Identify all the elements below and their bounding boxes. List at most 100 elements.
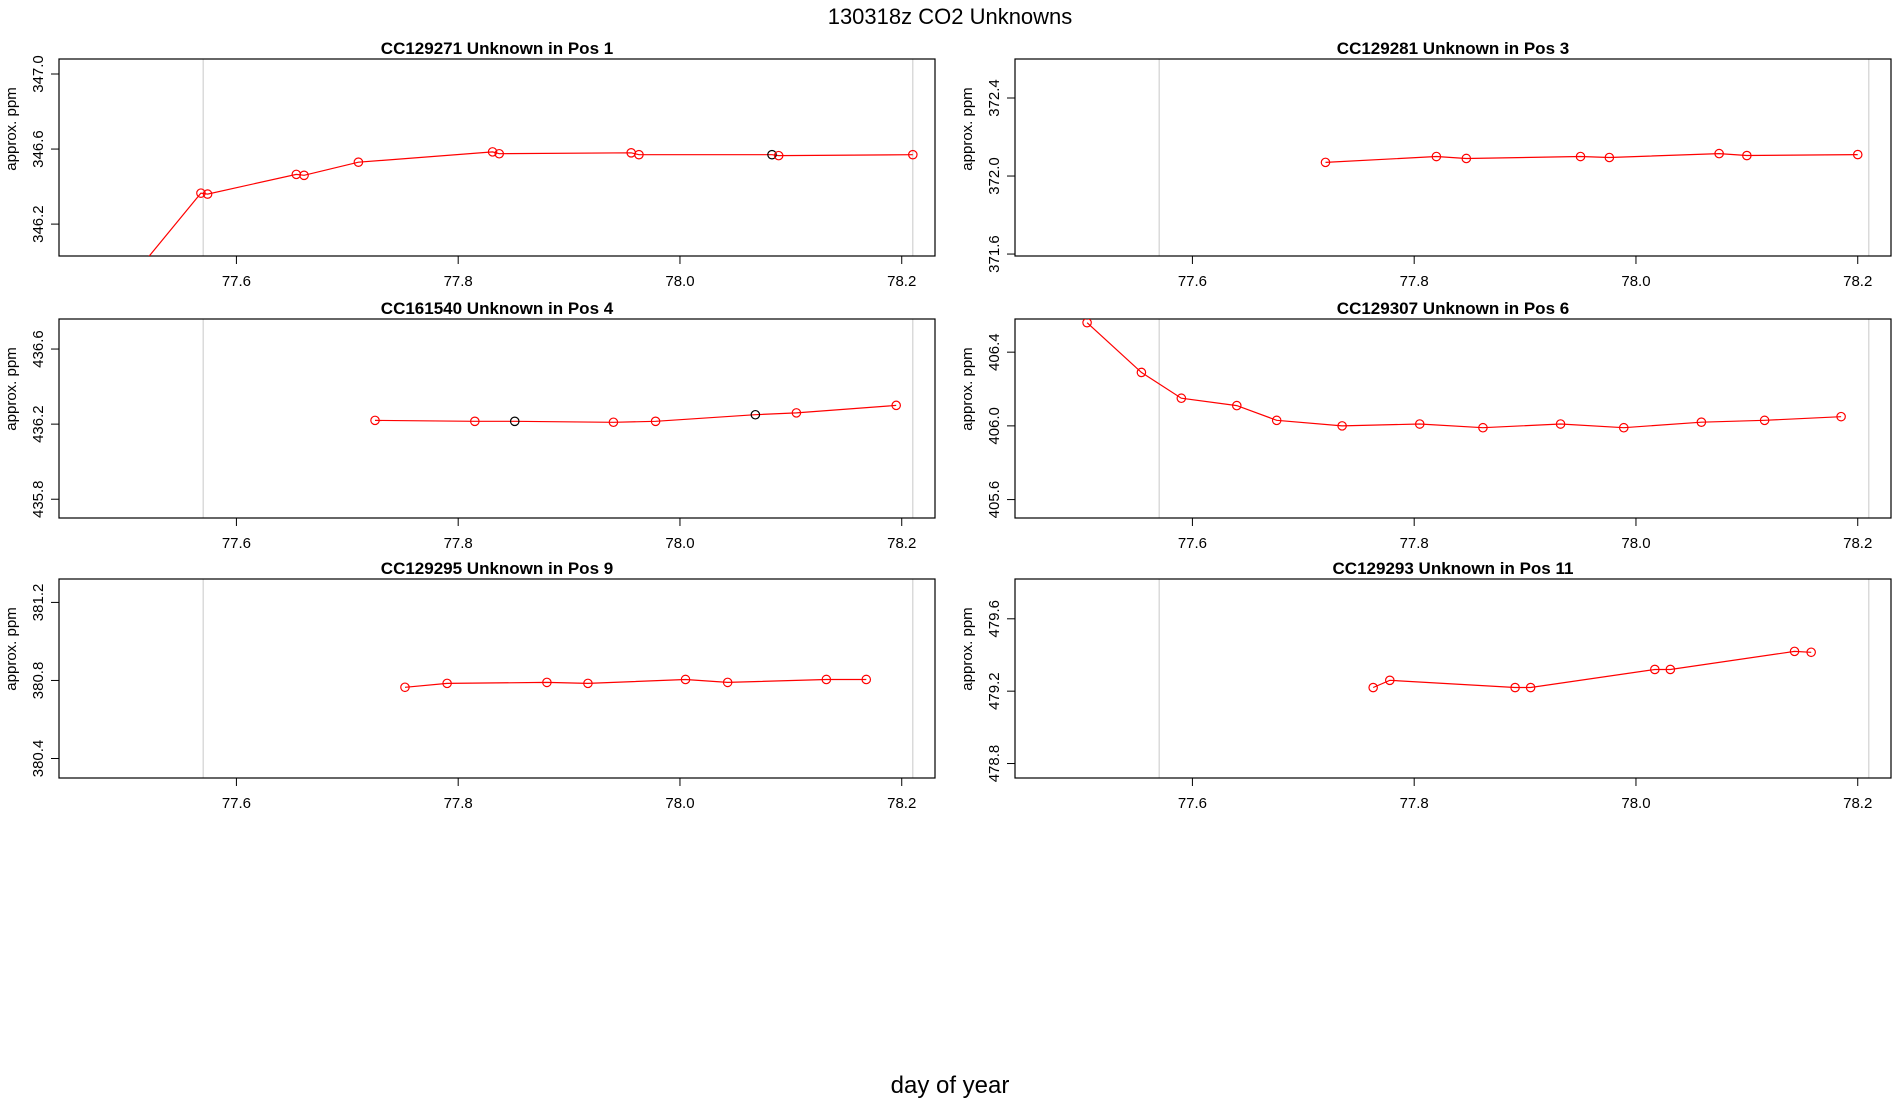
data-point (353, 157, 364, 167)
data-point (1510, 682, 1520, 693)
x-tick-label: 78.0 (665, 535, 694, 552)
data-point (1742, 150, 1752, 161)
panel-title: CC129293 Unknown in Pos 11 (1333, 559, 1574, 578)
data-point (680, 674, 691, 685)
data-point (821, 674, 832, 685)
data-point (583, 678, 593, 689)
data-point (1714, 148, 1724, 159)
y-tick-label: 436.2 (30, 405, 47, 443)
data-point (487, 147, 498, 157)
x-tick-label: 78.2 (887, 795, 916, 812)
plot-frame (58, 58, 936, 257)
panel-6: CC129293 Unknown in Pos 11 77.6 77.8 78.0 78… (959, 559, 1892, 812)
y-axis-label: approx. ppm (959, 87, 976, 170)
x-tick-label: 78.2 (887, 535, 916, 552)
data-point (1320, 157, 1331, 168)
series-line (1086, 322, 1842, 429)
y-tick-label: 478.8 (986, 745, 1003, 783)
y-tick-label: 372.0 (986, 157, 1003, 195)
y-tick-label: 346.6 (30, 130, 47, 168)
data-point (370, 415, 380, 426)
data-point (1176, 393, 1187, 404)
data-point (202, 189, 213, 199)
data-point (908, 149, 918, 160)
plot-frame (1014, 318, 1892, 519)
data-point-highlight (509, 416, 520, 427)
x-tick-label: 77.6 (222, 273, 251, 290)
x-tick-label: 78.2 (1843, 535, 1872, 552)
panel-title: CC129281 Unknown in Pos 3 (1337, 39, 1569, 58)
plot-frame (1014, 58, 1892, 257)
y-tick-label: 406.4 (986, 333, 1003, 371)
x-tick-label: 78.2 (887, 273, 916, 290)
x-tick-label: 77.6 (1178, 535, 1207, 552)
x-tick-label: 78.0 (665, 273, 694, 290)
data-point (1618, 422, 1629, 433)
data-point (608, 417, 619, 428)
plot-frame (58, 578, 936, 779)
y-tick-label: 380.4 (30, 740, 47, 778)
y-tick-label: 406.0 (986, 407, 1003, 445)
x-tick-label: 77.6 (222, 535, 251, 552)
data-point (1696, 417, 1707, 427)
panel-1: CC129271 Unknown in Pos 1 77.6 77.8 78.0 78.… (3, 39, 936, 290)
data-point (470, 416, 480, 427)
data-point (773, 150, 784, 161)
x-tick-label: 78.2 (1843, 795, 1872, 812)
data-point (1575, 151, 1586, 162)
series-line (374, 404, 897, 423)
data-point (1461, 153, 1472, 164)
panel-title: CC129295 Unknown in Pos 9 (381, 559, 613, 578)
data-point (1478, 422, 1488, 433)
data-point (1136, 367, 1147, 378)
x-tick-label: 77.8 (444, 535, 473, 552)
x-tick-label: 77.8 (1400, 535, 1429, 552)
y-tick-label: 479.2 (986, 672, 1003, 710)
x-tick-label: 78.2 (1843, 273, 1872, 290)
data-point (494, 148, 505, 159)
x-tick-label: 77.6 (1178, 273, 1207, 290)
data-point (1650, 664, 1660, 675)
data-point (542, 677, 552, 688)
y-axis-label: approx. ppm (959, 607, 976, 690)
x-tick-label: 78.0 (1621, 273, 1650, 290)
series-line (404, 678, 867, 688)
data-point (1082, 319, 1092, 328)
data-point (442, 678, 452, 689)
panel-title: CC129307 Unknown in Pos 6 (1337, 299, 1569, 318)
y-tick-label: 405.6 (986, 481, 1003, 519)
y-tick-label: 371.6 (986, 235, 1003, 273)
panel-title: CC161540 Unknown in Pos 4 (381, 299, 614, 318)
x-tick-label: 77.8 (444, 273, 473, 290)
data-point (861, 674, 872, 685)
data-point (299, 170, 309, 181)
x-tick-label: 77.6 (222, 795, 251, 812)
x-tick-label: 77.8 (444, 795, 473, 812)
y-axis-label: approx. ppm (3, 607, 20, 690)
data-point (891, 400, 901, 411)
series-line (1372, 650, 1812, 689)
data-point (1555, 419, 1566, 429)
y-tick-label: 372.4 (986, 79, 1003, 117)
data-point (1337, 421, 1347, 431)
x-tick-label: 78.0 (665, 795, 694, 812)
data-point (1525, 682, 1536, 693)
data-point (1789, 646, 1800, 657)
data-point (1414, 419, 1425, 429)
data-point (1852, 149, 1863, 160)
x-tick-label: 77.8 (1400, 795, 1429, 812)
series-line (1325, 152, 1858, 163)
data-point (1806, 647, 1816, 658)
y-tick-label: 479.6 (986, 600, 1003, 638)
series-line (148, 151, 913, 256)
data-point (1271, 415, 1282, 426)
panel-title: CC129271 Unknown in Pos 1 (381, 39, 613, 58)
data-point (650, 416, 661, 427)
y-axis-label: approx. ppm (3, 87, 20, 170)
x-tick-label: 77.6 (1178, 795, 1207, 812)
panel-5: CC129295 Unknown in Pos 9 77.6 77.8 78.0 78.… (3, 559, 936, 812)
y-tick-label: 347.0 (30, 55, 47, 93)
y-axis-label: approx. ppm (959, 347, 976, 430)
data-point (634, 149, 644, 160)
